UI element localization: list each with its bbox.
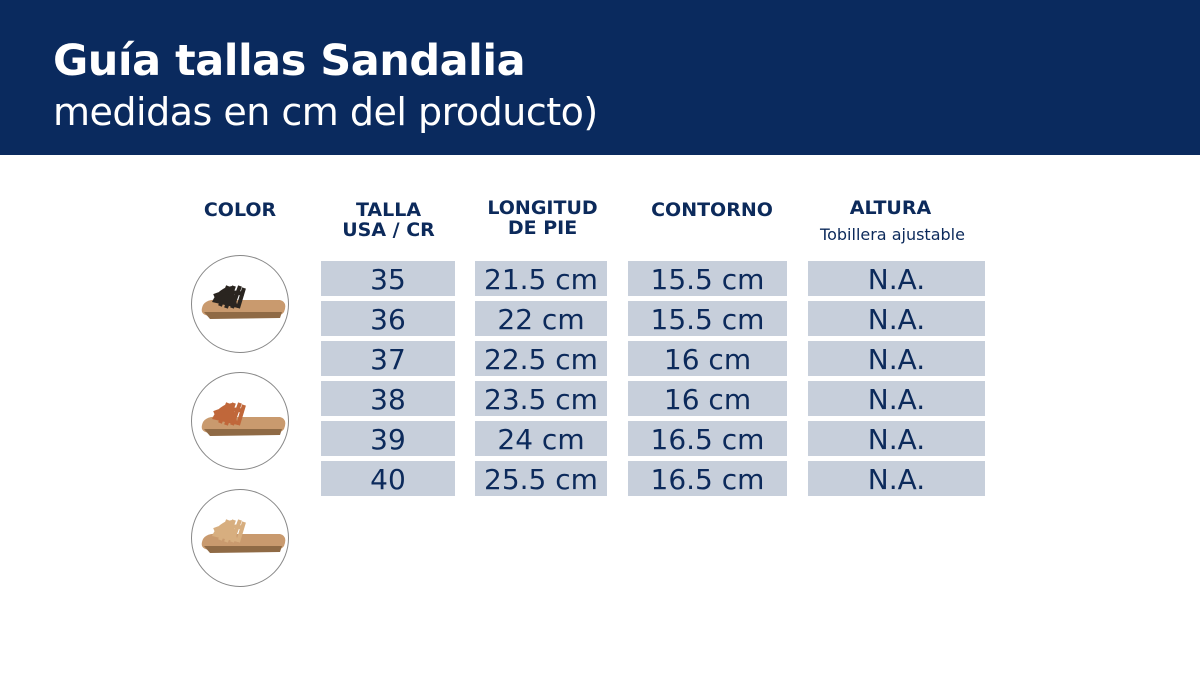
col-header-talla: TALLA USA / CR: [321, 200, 456, 240]
cell-longitud: 23.5 cm: [475, 381, 607, 416]
talla-line2: USA / CR: [342, 219, 435, 241]
altura-note: Tobillera ajustable: [820, 225, 965, 244]
cell-longitud: 24 cm: [475, 421, 607, 456]
cell-talla: 37: [321, 341, 455, 376]
col-header-longitud: LONGITUD DE PIE: [470, 198, 615, 238]
cognac-sandal-swatch: [191, 372, 289, 470]
sandal-icon: [201, 519, 286, 553]
cell-contorno: 16 cm: [628, 381, 787, 416]
talla-line1: TALLA: [355, 199, 422, 221]
cell-contorno: 16 cm: [628, 341, 787, 376]
page-title: Guía tallas Sandalia: [53, 36, 526, 86]
col-header-color: COLOR: [203, 199, 277, 221]
cell-altura: N.A.: [808, 301, 985, 336]
cell-longitud: 21.5 cm: [475, 261, 607, 296]
sandal-icon: [201, 285, 286, 319]
longitud-line1: LONGITUD: [487, 197, 598, 219]
cell-altura: N.A.: [808, 261, 985, 296]
header-banner: Guía tallas Sandalia medidas en cm del p…: [0, 0, 1200, 155]
cell-longitud: 22.5 cm: [475, 341, 607, 376]
cell-talla: 40: [321, 461, 455, 496]
sandal-icon: [201, 402, 286, 436]
cell-talla: 39: [321, 421, 455, 456]
page-subtitle: medidas en cm del producto): [53, 90, 598, 134]
cell-talla: 38: [321, 381, 455, 416]
longitud-line2: DE PIE: [507, 217, 578, 239]
col-header-contorno: CONTORNO: [651, 199, 773, 221]
cell-altura: N.A.: [808, 341, 985, 376]
beige-sandal-swatch: [191, 489, 289, 587]
cell-contorno: 16.5 cm: [628, 421, 787, 456]
cell-altura: N.A.: [808, 381, 985, 416]
cell-contorno: 16.5 cm: [628, 461, 787, 496]
cell-contorno: 15.5 cm: [628, 301, 787, 336]
cell-longitud: 22 cm: [475, 301, 607, 336]
cell-altura: N.A.: [808, 421, 985, 456]
cell-longitud: 25.5 cm: [475, 461, 607, 496]
cell-talla: 36: [321, 301, 455, 336]
col-header-altura: ALTURA: [849, 197, 932, 219]
cell-altura: N.A.: [808, 461, 985, 496]
cell-talla: 35: [321, 261, 455, 296]
cell-contorno: 15.5 cm: [628, 261, 787, 296]
black-sandal-swatch: [191, 255, 289, 353]
